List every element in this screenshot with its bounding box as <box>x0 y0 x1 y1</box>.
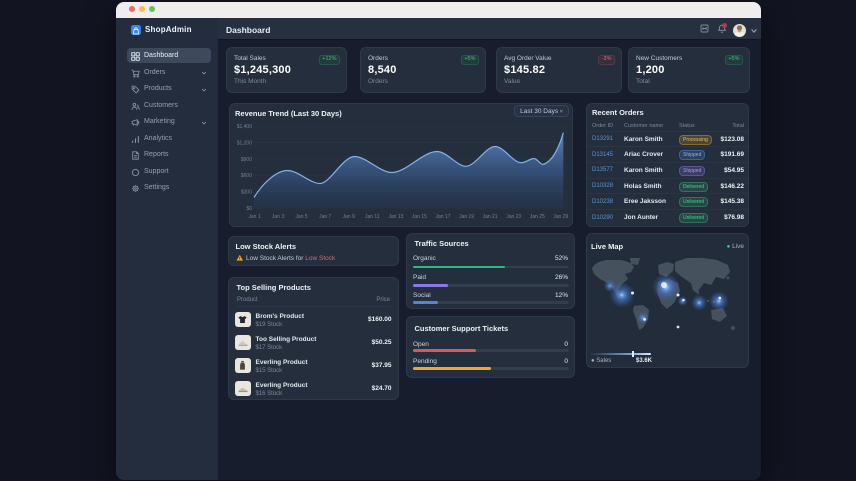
svg-text:Jan 3: Jan 3 <box>272 214 284 220</box>
svg-text:$900: $900 <box>241 156 252 162</box>
svg-text:Jan 15: Jan 15 <box>412 214 427 220</box>
svg-text:Jan 1: Jan 1 <box>248 214 260 220</box>
svg-text:$0: $0 <box>246 206 252 212</box>
svg-text:Jan 21: Jan 21 <box>483 214 498 220</box>
svg-text:Jan 9: Jan 9 <box>343 214 355 220</box>
svg-text:$300: $300 <box>241 189 252 195</box>
svg-text:Jan 23: Jan 23 <box>506 214 521 220</box>
svg-text:Jan 13: Jan 13 <box>388 214 403 220</box>
svg-text:Jan 11: Jan 11 <box>365 214 380 220</box>
svg-text:Jan 19: Jan 19 <box>459 214 474 220</box>
svg-text:Jan 17: Jan 17 <box>435 214 450 220</box>
svg-text:Jan 29: Jan 29 <box>553 214 568 220</box>
svg-text:Jan 7: Jan 7 <box>319 214 331 220</box>
svg-text:$600: $600 <box>241 173 252 179</box>
svg-text:Jan 25: Jan 25 <box>530 214 545 220</box>
svg-text:$1,400: $1,400 <box>237 124 253 130</box>
svg-text:Jan 5: Jan 5 <box>295 214 307 220</box>
svg-text:$1,200: $1,200 <box>237 140 253 146</box>
